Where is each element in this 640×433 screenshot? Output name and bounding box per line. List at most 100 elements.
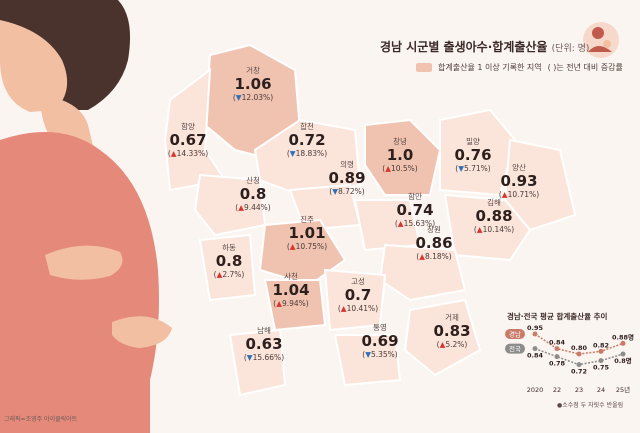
region-name: 산청 xyxy=(246,176,260,185)
region-name: 밀양 xyxy=(466,137,480,146)
data-label: 0.78 xyxy=(549,360,566,368)
region-shape-goseong xyxy=(323,268,387,332)
x-tick-label: 2020 xyxy=(527,386,544,394)
data-label: 0.88명 xyxy=(612,332,634,341)
region-change: (▲15.63%) xyxy=(394,219,436,228)
down-arrow-icon: ▼ xyxy=(235,93,242,102)
data-point xyxy=(576,362,582,368)
region-rate: 0.93 xyxy=(500,172,538,190)
region-shape-geoje xyxy=(403,298,482,377)
up-arrow-icon: ▲ xyxy=(501,190,508,199)
down-arrow-icon: ▼ xyxy=(458,164,464,173)
region-shape-haman xyxy=(353,199,422,252)
data-point xyxy=(532,346,538,352)
series-tag xyxy=(505,329,525,339)
up-arrow-icon: ▲ xyxy=(419,252,425,261)
data-point xyxy=(554,346,560,352)
data-label: 0.84 xyxy=(549,339,566,347)
data-label: 0.80 xyxy=(571,344,588,352)
legend: 합계출산율 1 이상 기록한 지역 ( )는 전년 대비 증감률 xyxy=(416,62,623,73)
data-label: 0.8명 xyxy=(614,356,632,365)
data-label: 0.75 xyxy=(593,364,610,372)
region-shape-yangsan xyxy=(503,138,577,232)
trend-chart: 0.95 0.84 0.80 0.820.88명 경남 0.84 0.78 0.72 0.75 0… xyxy=(505,324,634,394)
region-change: (▲9.44%) xyxy=(235,203,271,212)
region-rate: 1.01 xyxy=(288,224,326,242)
region-label: 함안 0.74 (▲15.63%) xyxy=(395,192,435,229)
region-label: 하동 0.8 (▲2.7%) xyxy=(214,243,245,280)
pregnant-woman-illustration xyxy=(0,0,172,433)
region-shape-gimhae xyxy=(443,193,532,262)
region-rate: 0.8 xyxy=(239,185,267,203)
region-change: (▲10.75%) xyxy=(286,242,328,251)
region-rate: 0.88 xyxy=(475,207,513,225)
region-rate: 1.06 xyxy=(234,75,272,93)
region-label: 합천 0.72 (▼18.83%) xyxy=(287,122,327,159)
series-name: 전국 xyxy=(509,344,521,353)
gyeongnam-map xyxy=(163,43,577,397)
region-rate: 0.8 xyxy=(215,252,243,270)
data-point xyxy=(620,340,626,346)
region-shape-changnyeong xyxy=(364,118,442,196)
region-rate: 0.69 xyxy=(361,332,399,350)
up-arrow-icon: ▲ xyxy=(439,340,446,349)
down-arrow-icon: ▼ xyxy=(332,187,338,196)
region-change: (▲10.71%) xyxy=(498,190,540,199)
face-icon xyxy=(0,20,68,112)
region-name: 합천 xyxy=(300,122,314,131)
legend-label: 합계출산율 1 이상 기록한 지역 xyxy=(438,63,542,72)
data-point xyxy=(532,331,538,337)
region-name: 진주 xyxy=(300,215,314,224)
region-label: 밀양 0.76 (▼5.71%) xyxy=(454,137,491,174)
region-name: 양산 xyxy=(512,163,526,172)
region-name: 통영 xyxy=(373,323,387,332)
region-name: 창녕 xyxy=(393,137,407,146)
region-change: (▲2.7%) xyxy=(213,270,245,279)
region-change: (▲8.18%) xyxy=(416,252,452,261)
x-tick-label: 24 xyxy=(597,386,605,394)
data-point xyxy=(598,358,604,364)
down-arrow-icon: ▼ xyxy=(289,149,296,158)
region-change: (▼18.83%) xyxy=(286,149,328,158)
up-arrow-icon: ▲ xyxy=(289,242,296,251)
region-rate: 0.67 xyxy=(169,131,207,149)
region-name: 남해 xyxy=(257,326,271,335)
data-point xyxy=(554,354,560,360)
region-rate: 0.63 xyxy=(245,335,283,353)
region-change: (▲10.41%) xyxy=(337,304,379,313)
series-name: 경남 xyxy=(509,330,521,339)
up-arrow-icon: ▲ xyxy=(397,219,404,228)
region-name: 함양 xyxy=(181,122,195,131)
region-label: 사천 1.04 (▲9.94%) xyxy=(272,272,309,309)
unit-label: (단위: 명) xyxy=(551,44,590,54)
x-tick-label: 23 xyxy=(575,386,583,394)
data-label: 0.95 xyxy=(527,324,544,332)
region-change: (▼5.71%) xyxy=(455,164,491,173)
series-tag xyxy=(505,343,525,354)
data-label: 0.84 xyxy=(527,352,544,360)
region-label: 남해 0.63 (▼15.66%) xyxy=(244,326,284,363)
region-shape-sacheon xyxy=(263,279,327,332)
legend-note: ( )는 전년 대비 증감률 xyxy=(547,63,623,72)
data-point xyxy=(598,348,604,354)
up-arrow-icon: ▲ xyxy=(476,225,483,234)
region-label: 고성 0.7 (▲10.41%) xyxy=(338,277,378,314)
down-arrow-icon: ▼ xyxy=(246,353,253,362)
up-arrow-icon: ▲ xyxy=(385,164,391,173)
x-tick-label: 22 xyxy=(553,386,561,394)
region-change: (▼8.72%) xyxy=(329,187,365,196)
legend-swatch xyxy=(416,63,432,72)
region-change: (▲5.2%) xyxy=(436,340,468,349)
region-name: 거창 xyxy=(246,66,260,75)
region-name: 사천 xyxy=(284,272,298,281)
rounding-note: ●소수점 두 자릿수 반올림 xyxy=(557,402,624,409)
region-label: 의령 0.89 (▼8.72%) xyxy=(328,160,365,197)
title-text: 경남 시군별 출생아수·합계출산율 xyxy=(380,40,548,54)
region-change: (▲14.33%) xyxy=(167,149,209,158)
region-label: 창원 0.86 (▲8.18%) xyxy=(415,225,452,262)
region-change: (▲10.14%) xyxy=(473,225,515,234)
up-arrow-icon: ▲ xyxy=(340,304,347,313)
upper-hand-icon xyxy=(45,245,123,280)
page-title: 경남 시군별 출생아수·합계출산율 (단위: 명) xyxy=(380,38,589,55)
